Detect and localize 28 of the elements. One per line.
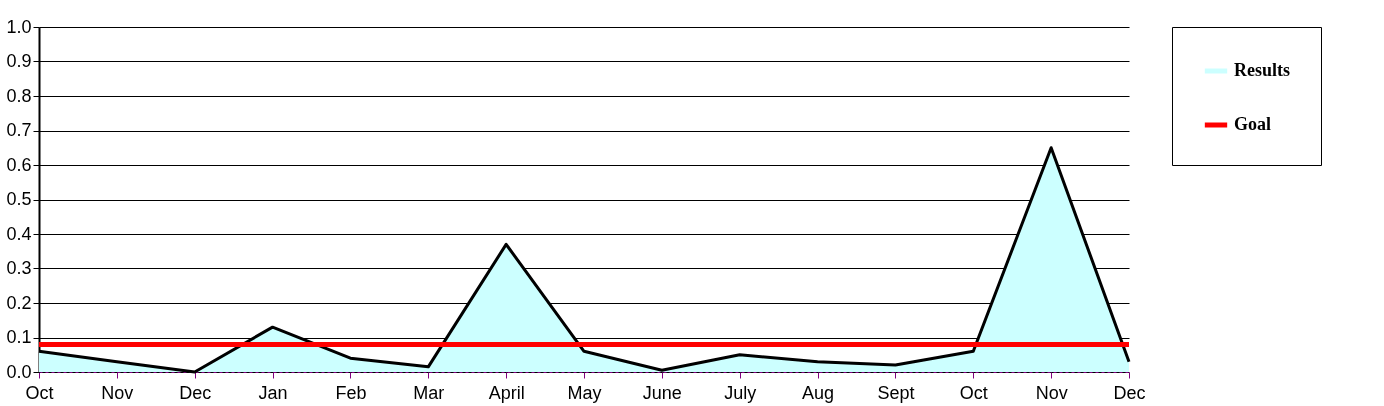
x-tick-label: Aug: [802, 382, 835, 403]
legend-label: Goal: [1234, 114, 1272, 134]
x-tick-label: Dec: [1113, 382, 1146, 403]
y-tick-label: 0.6: [6, 154, 32, 175]
x-tick-label: May: [567, 382, 602, 403]
x-tick-label: Jan: [258, 382, 288, 403]
x-tick-label: Dec: [179, 382, 212, 403]
y-tick-label: 0.2: [6, 292, 32, 313]
x-tick-label: June: [642, 382, 682, 403]
x-tick-label: Nov: [1035, 382, 1068, 403]
x-tick-label: Mar: [413, 382, 445, 403]
y-tick-label: 0.8: [6, 85, 32, 106]
y-tick-label: 0.5: [6, 189, 32, 209]
y-tick-label: 0.4: [6, 223, 32, 244]
x-tick-label: Sept: [877, 382, 915, 403]
y-tick-label: 1.0: [6, 16, 32, 37]
legend-label: Results: [1234, 60, 1291, 80]
x-tick-label: Feb: [335, 382, 367, 403]
x-tick-label: Nov: [101, 382, 134, 403]
y-tick-label: 0.9: [6, 51, 32, 71]
y-tick-label: 0.7: [6, 120, 32, 140]
y-tick-label: 0.1: [6, 327, 32, 347]
x-tick-label: April: [488, 382, 525, 403]
y-tick-label: 0.3: [6, 258, 32, 278]
x-tick-label: Oct: [959, 382, 988, 403]
y-tick-label: 0.0: [6, 361, 32, 382]
x-tick-label: July: [724, 382, 757, 403]
x-tick-label: Oct: [25, 382, 54, 403]
